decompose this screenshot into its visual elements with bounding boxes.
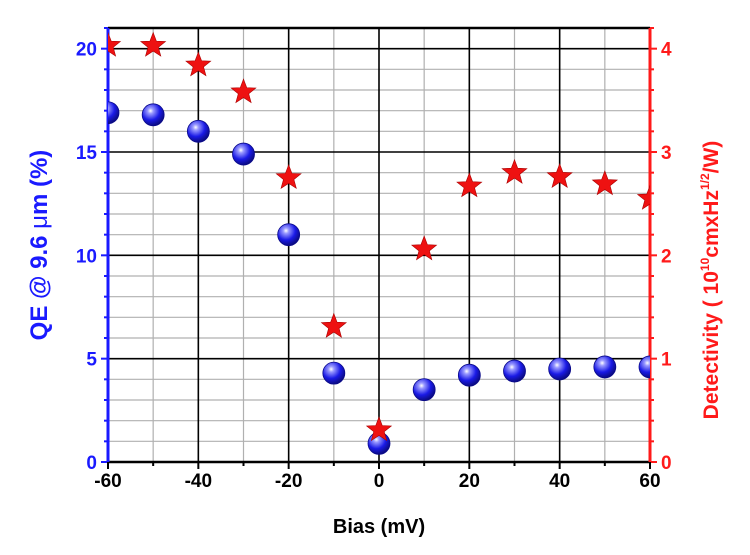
right-y-tick-label: 2 bbox=[661, 246, 672, 267]
right-y-tick-label: 3 bbox=[661, 143, 672, 164]
detectivity-data-point bbox=[320, 312, 348, 338]
x-tick-label: 60 bbox=[639, 471, 660, 492]
right-axis-title-exp1: 10 bbox=[698, 257, 712, 271]
left-y-tick-label: 5 bbox=[86, 350, 97, 371]
qe-data-point bbox=[141, 103, 165, 127]
detectivity-data-point bbox=[591, 170, 619, 196]
data-series bbox=[108, 31, 650, 455]
qe-data-point bbox=[457, 363, 481, 387]
x-axis-title: Bias (mV) bbox=[333, 516, 425, 538]
x-tick-label: -60 bbox=[94, 471, 121, 492]
qe-data-point bbox=[503, 359, 526, 383]
grid bbox=[108, 28, 650, 462]
qe-data-point bbox=[638, 355, 650, 379]
x-tick-label: 20 bbox=[459, 471, 480, 492]
qe-data-point bbox=[186, 119, 210, 143]
right-axis-title-suffix: /W) bbox=[700, 141, 723, 174]
left-axis-title-mu: μ bbox=[26, 215, 53, 229]
detectivity-data-point bbox=[275, 163, 302, 190]
qe-data-point bbox=[412, 378, 436, 402]
qe-data-point bbox=[322, 361, 346, 385]
right-axis-title-exp2: 1/2 bbox=[698, 173, 712, 190]
detectivity-data-point bbox=[185, 51, 212, 77]
detectivity-data-point bbox=[410, 235, 438, 261]
qe-data-point bbox=[232, 142, 255, 166]
left-y-tick-label: 0 bbox=[86, 453, 97, 474]
right-y-tick-label: 4 bbox=[661, 40, 672, 61]
detectivity-data-point bbox=[365, 416, 393, 442]
qe-data-point bbox=[593, 355, 617, 379]
right-axis-title-mid: cmxHz bbox=[700, 190, 723, 258]
detectivity-data-point bbox=[456, 172, 483, 198]
x-tick-label: -20 bbox=[275, 471, 302, 492]
left-y-tick-label: 10 bbox=[76, 246, 97, 267]
qe-data-point bbox=[277, 223, 301, 247]
detectivity-data-point bbox=[139, 31, 167, 57]
detectivity-data-point bbox=[636, 184, 650, 210]
left-y-tick-label: 20 bbox=[76, 40, 97, 61]
detectivity-data-point bbox=[546, 162, 573, 189]
left-axis-title-prefix: QE @ 9.6 bbox=[26, 229, 53, 340]
detectivity-data-point bbox=[108, 31, 122, 57]
right-axis-title: Detectivity ( 1010cmxHz1/2/W) bbox=[698, 141, 723, 420]
left-axis-title-suffix: m (%) bbox=[26, 150, 53, 215]
x-tick-label: 0 bbox=[374, 471, 385, 492]
qe-data-point bbox=[548, 357, 572, 381]
right-axis-title-prefix: Detectivity ( 10 bbox=[700, 271, 723, 419]
x-tick-label: -40 bbox=[185, 471, 212, 492]
axes bbox=[101, 26, 657, 469]
detectivity-data-point bbox=[501, 158, 528, 184]
right-y-tick-label: 1 bbox=[661, 350, 672, 371]
right-y-tick-label: 0 bbox=[661, 453, 672, 474]
detectivity-data-point bbox=[230, 78, 257, 104]
plot-area bbox=[108, 31, 650, 455]
left-y-tick-label: 15 bbox=[76, 143, 98, 164]
left-axis-title: QE @ 9.6 μm (%) bbox=[26, 150, 53, 341]
x-tick-label: 40 bbox=[549, 471, 570, 492]
qe-data-point bbox=[108, 101, 120, 125]
